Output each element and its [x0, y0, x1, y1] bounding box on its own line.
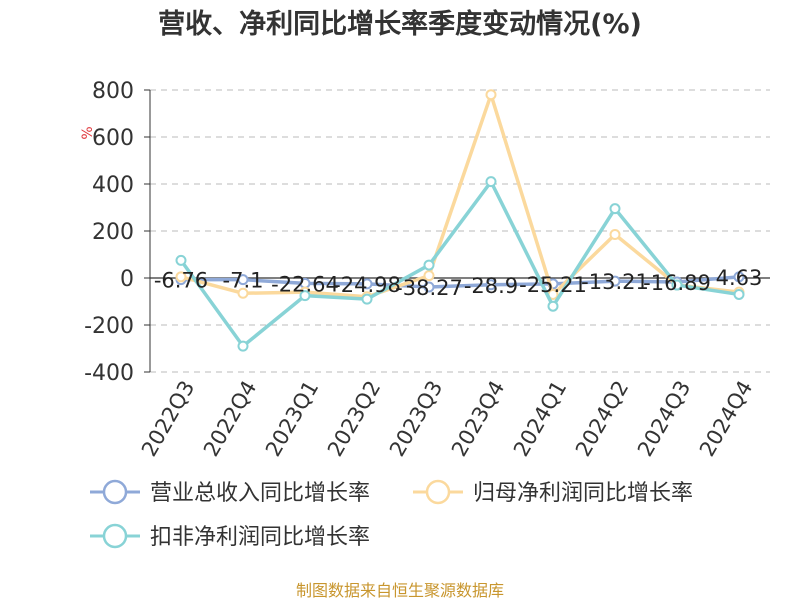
- series-2-point: [423, 270, 435, 282]
- data-label: -28.9: [464, 274, 518, 298]
- data-label: -38.27: [395, 276, 463, 300]
- series-layer: [175, 89, 745, 352]
- series-2-point: [175, 271, 187, 283]
- series-1-point: [361, 278, 373, 290]
- data-label: -24.98: [333, 273, 401, 297]
- series-1-point: [609, 275, 621, 287]
- source-note: 制图数据来自恒生聚源数据库: [296, 581, 504, 600]
- data-label: -16.89: [643, 271, 711, 295]
- legend-marker: [102, 523, 128, 549]
- x-tick-label: 2024Q4: [695, 377, 757, 461]
- series-line-3: [179, 179, 740, 348]
- data-label: -6.76: [154, 269, 208, 293]
- x-tick-label: 2022Q4: [199, 377, 261, 461]
- y-tick-label: -200: [84, 314, 134, 339]
- series-2-point: [485, 89, 497, 101]
- data-label: 4.63: [716, 266, 763, 290]
- legend-label: 营业总收入同比增长率: [150, 481, 370, 506]
- y-tick-label: 600: [92, 126, 134, 151]
- series-3-point: [733, 288, 745, 300]
- series-3-point: [609, 203, 621, 215]
- series-2-point: [609, 229, 621, 241]
- series-3-point: [423, 259, 435, 271]
- x-tick-label: 2023Q1: [261, 377, 323, 461]
- series-1-point: [485, 279, 497, 291]
- y-tick-label: 200: [92, 220, 134, 245]
- y-tick-label: 400: [92, 173, 134, 198]
- series-3-point: [237, 340, 249, 352]
- series-2-point: [237, 287, 249, 299]
- y-tick-label: -400: [84, 361, 134, 386]
- x-tick-label: 2022Q3: [137, 377, 199, 461]
- data-label: -22.64: [271, 272, 339, 296]
- series-3-point: [671, 279, 683, 291]
- data-label: -13.21: [581, 270, 649, 294]
- series-1-point: [733, 271, 745, 283]
- chart-title: 营收、净利同比增长率季度变动情况(%): [158, 8, 642, 40]
- data-label: -7.1: [223, 269, 264, 293]
- y-tick-label: 800: [92, 79, 134, 104]
- series-line-1: [180, 275, 740, 289]
- legend-marker: [425, 479, 451, 505]
- series-1-point: [423, 281, 435, 293]
- legend-label: 扣非净利润同比增长率: [150, 525, 370, 550]
- series-3-point: [361, 293, 373, 305]
- x-tick-label: 2023Q4: [447, 377, 509, 461]
- y-tick-label: 0: [120, 267, 134, 292]
- series-3-point: [485, 176, 497, 188]
- series-3-point: [547, 300, 559, 312]
- x-tick-label: 2024Q3: [633, 377, 695, 461]
- legend-label: 归母净利润同比增长率: [473, 481, 693, 506]
- series-line-2: [180, 92, 740, 299]
- series-1-point: [237, 274, 249, 286]
- y-axis-unit: %: [80, 126, 96, 139]
- data-label: -25.21: [519, 273, 587, 297]
- x-tick-label: 2023Q3: [385, 377, 447, 461]
- series-3-point: [175, 254, 187, 266]
- x-tick-label: 2024Q2: [571, 377, 633, 461]
- x-tick-label: 2023Q2: [323, 377, 385, 461]
- data-label-layer: -6.76 -7.1 -22.64-24.98-38.27 -28.9 -25.21-1…: [154, 266, 763, 300]
- grid-layer: [150, 89, 770, 373]
- x-tick-label: 2024Q1: [509, 377, 571, 461]
- series-3-point: [299, 290, 311, 302]
- legend-marker: [102, 479, 128, 505]
